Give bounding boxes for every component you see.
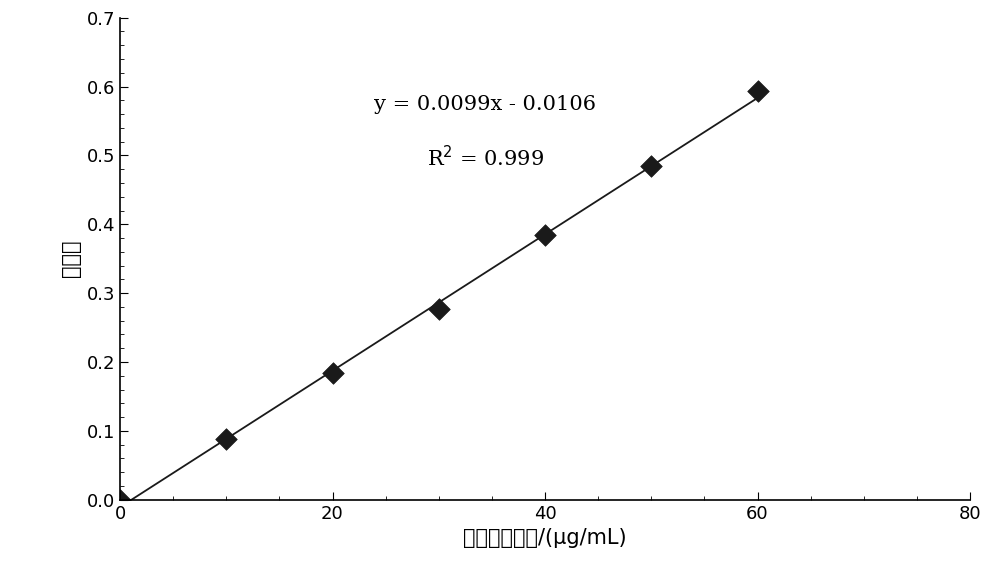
- Point: [537, 230, 553, 239]
- Point: [431, 305, 447, 314]
- Point: [112, 495, 128, 505]
- X-axis label: 标准溶液浓度/(μg/mL): 标准溶液浓度/(μg/mL): [463, 528, 627, 548]
- Point: [750, 86, 766, 95]
- Text: R$^2$ = 0.999: R$^2$ = 0.999: [427, 145, 544, 170]
- Point: [218, 435, 234, 444]
- Text: y = 0.0099x - 0.0106: y = 0.0099x - 0.0106: [374, 95, 596, 114]
- Point: [643, 162, 659, 171]
- Y-axis label: 吸光度: 吸光度: [61, 240, 81, 278]
- Point: [324, 368, 340, 377]
